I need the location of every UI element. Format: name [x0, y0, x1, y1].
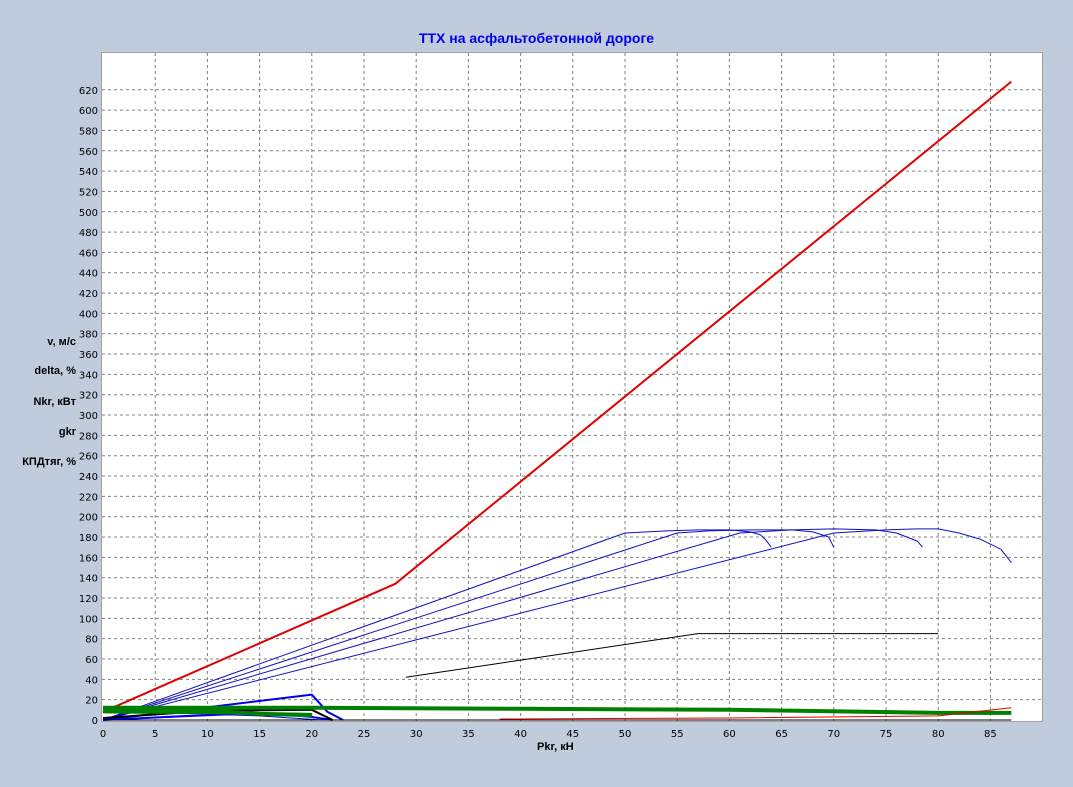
x-tick-label: 50 [619, 729, 632, 740]
x-tick-label: 40 [514, 729, 527, 740]
x-tick-label: 30 [410, 729, 423, 740]
y-tick-label: 180 [79, 533, 98, 544]
chart-title: ТТХ на асфальтобетонной дороге [418, 30, 655, 46]
y-tick-label: 0 [92, 716, 98, 727]
y-tick-label: 40 [85, 675, 98, 686]
y-tick-label: 340 [79, 370, 98, 381]
series-line-13 [102, 710, 312, 718]
y-tick-label: 320 [79, 391, 98, 402]
y-tick-label: 460 [79, 248, 98, 259]
y-tick-label: 140 [79, 574, 98, 585]
series-line-1 [102, 529, 772, 721]
y-tick-label: 560 [79, 147, 98, 158]
y-tick-label: 540 [79, 167, 98, 178]
y-tick-label: 200 [79, 513, 98, 524]
x-axis-label: Pkr, кН [537, 741, 574, 753]
series-line-9 [102, 708, 334, 721]
y-tick-label: 260 [79, 452, 98, 463]
series-line-14 [499, 707, 1012, 720]
y-tick-label: 440 [79, 269, 98, 280]
y-tick-label: 160 [79, 553, 98, 564]
series-line-4 [102, 528, 1012, 721]
series-line-11 [103, 705, 1012, 715]
y-tick-label: 60 [85, 655, 98, 666]
series-line-8 [405, 633, 939, 678]
y-tick-label: 280 [79, 431, 98, 442]
grid-layer [102, 53, 1042, 721]
y-tick-label: 580 [79, 126, 98, 137]
x-tick-label: 60 [723, 729, 736, 740]
x-tick-labels: 0 5 10 15 20 25 30 35 40 45 50 55 60 65 70 75 80 85 [100, 729, 997, 740]
x-tick-label: 0 [100, 729, 106, 740]
y-tick-label: 480 [79, 228, 98, 239]
x-tick-label: 80 [932, 729, 945, 740]
x-tick-label: 35 [462, 729, 475, 740]
y-tick-label: 620 [79, 86, 98, 97]
y-tick-labels: 0 20 40 60 80 100 120 140 160 180 200 220 240 260 280 3… [79, 86, 98, 727]
x-tick-label: 70 [827, 729, 840, 740]
y-tick-label: 600 [79, 106, 98, 117]
y-axis-label-gkr: gkr [58, 426, 76, 438]
x-tick-label: 10 [201, 729, 214, 740]
series-layer [102, 80, 1012, 721]
x-tick-label: 5 [152, 729, 158, 740]
x-tick-label: 45 [566, 729, 579, 740]
y-tick-label: 100 [79, 614, 98, 625]
y-axis-label-power: Nkr, кВт [33, 396, 76, 408]
x-tick-label: 65 [775, 729, 788, 740]
x-tick-label: 55 [671, 729, 684, 740]
y-tick-label: 380 [79, 330, 98, 341]
y-tick-label: 20 [85, 696, 98, 707]
y-tick-label: 80 [85, 635, 98, 646]
series-line-2 [102, 529, 835, 721]
series-line-3 [102, 528, 923, 721]
x-tick-label: 20 [305, 729, 318, 740]
y-tick-label: 240 [79, 472, 98, 483]
y-tick-label: 420 [79, 289, 98, 300]
x-tick-label: 75 [880, 729, 893, 740]
y-axis-label-efficiency: КПДтяг, % [22, 456, 76, 468]
y-tick-label: 520 [79, 187, 98, 198]
y-tick-label: 300 [79, 411, 98, 422]
x-tick-label: 15 [253, 729, 266, 740]
y-axis-label-delta: delta, % [34, 365, 76, 377]
y-tick-label: 360 [79, 350, 98, 361]
y-tick-label: 220 [79, 492, 98, 503]
y-tick-label: 500 [79, 208, 98, 219]
x-tick-label: 85 [984, 729, 997, 740]
x-tick-label: 25 [358, 729, 371, 740]
series-line-0 [102, 80, 1012, 713]
y-tick-label: 400 [79, 309, 98, 320]
y-axis-label-velocity: v, м/с [47, 336, 76, 348]
y-tick-label: 120 [79, 594, 98, 605]
